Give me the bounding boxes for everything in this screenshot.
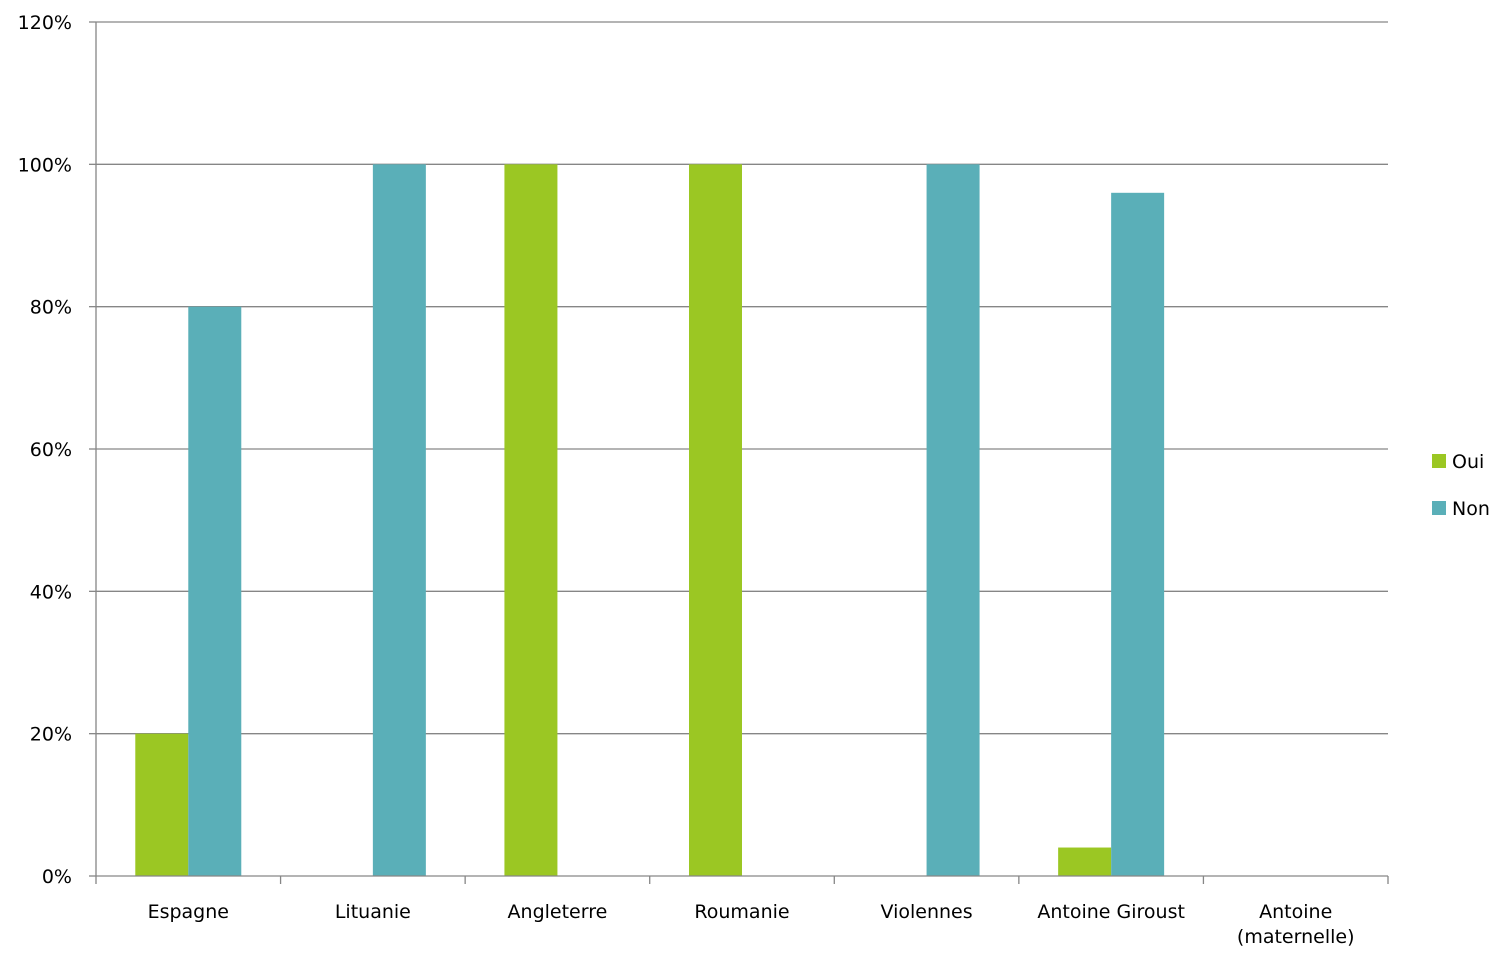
y-tick-labels: 0% 20% 40% 60% 80% 100% 120% xyxy=(18,12,72,888)
bar-oui xyxy=(689,164,742,877)
x-tick-label: Lituanie xyxy=(335,901,411,923)
bars xyxy=(135,164,1165,877)
y-tick-label: 0% xyxy=(42,866,72,888)
x-tick-labels: Espagne Lituanie Angleterre Roumanie Violenn… xyxy=(148,901,1355,948)
y-tick-label: 120% xyxy=(18,12,72,34)
bar-non xyxy=(188,306,242,877)
bar-oui xyxy=(1058,847,1112,876)
x-tick-label: Roumanie xyxy=(694,901,789,923)
legend-label-oui: Oui xyxy=(1452,451,1484,473)
x-tick-label: Espagne xyxy=(148,901,229,923)
x-tick-label: Antoine Giroust xyxy=(1037,901,1185,923)
bar-oui xyxy=(504,164,558,877)
x-tick-label: Antoine (maternelle) xyxy=(1237,901,1355,948)
bar-non xyxy=(372,164,426,877)
x-tick-label: Angleterre xyxy=(508,901,608,923)
y-tick-label: 20% xyxy=(30,724,72,746)
y-tick-label: 100% xyxy=(18,154,72,176)
bar-oui xyxy=(135,733,189,876)
x-tick-label: Violennes xyxy=(881,901,973,923)
y-tick-label: 40% xyxy=(30,581,72,603)
bar-non xyxy=(926,164,980,877)
y-tick-label: 60% xyxy=(30,439,72,461)
legend-label-non: Non xyxy=(1452,498,1490,520)
legend: Oui Non xyxy=(1432,451,1490,520)
bar-non xyxy=(1111,192,1165,877)
axes xyxy=(89,21,1389,884)
y-tick-label: 80% xyxy=(30,297,72,319)
legend-swatch-oui xyxy=(1432,454,1446,468)
legend-swatch-non xyxy=(1432,501,1446,515)
